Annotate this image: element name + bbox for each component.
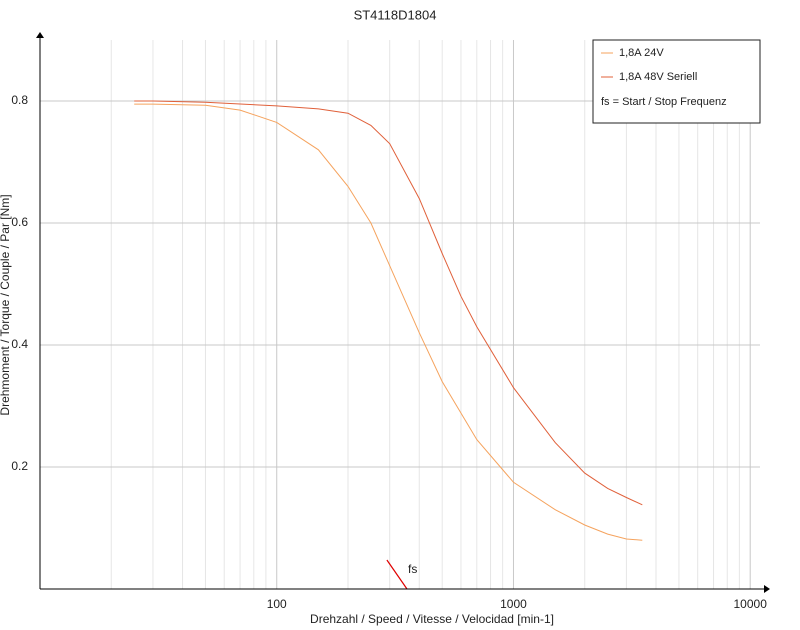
y-axis-label: Drehmoment / Torque / Couple / Par [Nm]	[0, 194, 12, 415]
x-axis-label: Drehzahl / Speed / Vitesse / Velocidad […	[310, 612, 554, 626]
x-tick-label: 1000	[500, 597, 527, 611]
plot-area: fs	[134, 100, 643, 590]
x-axis-arrow	[764, 585, 770, 593]
fs-label: fs	[408, 562, 417, 576]
legend: 1,8A 24V 1,8A 48V Seriell fs = Start / Sto…	[592, 39, 761, 124]
grid	[40, 40, 760, 589]
y-tick-label: 0.2	[11, 459, 28, 473]
x-tick-label: 10000	[734, 597, 768, 611]
series-line	[134, 103, 643, 541]
series-line	[134, 100, 643, 506]
legend-box	[592, 39, 761, 124]
legend-note: fs = Start / Stop Frequenz	[601, 96, 727, 108]
legend-label: 1,8A 24V	[619, 47, 664, 59]
y-tick-label: 0.8	[11, 93, 28, 107]
legend-label: 1,8A 48V Seriell	[619, 71, 697, 83]
chart-title: ST4118D1804	[354, 7, 437, 22]
fs-marker	[386, 559, 408, 590]
y-axis-arrow	[36, 32, 44, 38]
y-tick-label: 0.4	[11, 337, 28, 351]
y-tick-label: 0.6	[11, 215, 28, 229]
x-tick-label: 100	[267, 597, 287, 611]
